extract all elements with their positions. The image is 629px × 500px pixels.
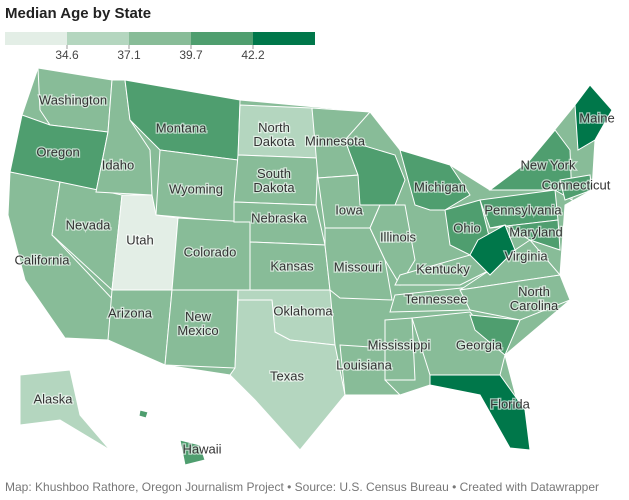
legend-swatch xyxy=(67,32,129,45)
state-label: Hawaii xyxy=(182,441,221,456)
states xyxy=(7,67,613,466)
state-label: Nevada xyxy=(66,217,112,232)
state-label: Maine xyxy=(579,110,614,125)
state-label: Kansas xyxy=(270,258,314,273)
legend-swatch xyxy=(191,32,253,45)
state-shape xyxy=(429,374,531,451)
labels: Washington Oregon California Nevada Idaho Mon… xyxy=(13,91,616,458)
state-label: Nebraska xyxy=(251,210,307,225)
legend-swatch xyxy=(5,32,67,45)
state-label: Montana xyxy=(156,120,207,135)
legend-label: 34.6 xyxy=(55,48,79,62)
state-label: Oklahoma xyxy=(273,303,333,318)
state-shape xyxy=(344,139,406,206)
state-label: Colorado xyxy=(184,244,237,259)
map-title: Median Age by State xyxy=(5,5,151,22)
state-label: North Dakota xyxy=(253,120,295,149)
state-label: Iowa xyxy=(335,202,363,217)
state-shape xyxy=(138,409,149,419)
state-label: Florida xyxy=(490,396,531,411)
state-label: Ohio xyxy=(453,220,480,235)
state-label: Idaho xyxy=(102,157,135,172)
state-label: Mississippi xyxy=(368,337,431,352)
legend-swatch xyxy=(129,32,191,45)
legend: 34.6 37.1 39.7 42.2 xyxy=(5,32,315,62)
state-label: Alaska xyxy=(33,391,73,406)
state-label: Virginia xyxy=(504,248,548,263)
state-shape xyxy=(179,439,206,466)
state-shape xyxy=(559,174,593,201)
state-label: South Dakota xyxy=(253,166,295,195)
state-label: New York xyxy=(521,157,576,172)
state-shape xyxy=(488,129,573,201)
state-shape xyxy=(394,254,491,286)
state-label: Missouri xyxy=(334,259,383,274)
state-label: Utah xyxy=(126,232,153,247)
state-label: Louisiana xyxy=(336,357,392,372)
state-label: Wyoming xyxy=(169,181,223,196)
legend-label: 39.7 xyxy=(179,48,203,62)
legend-swatch xyxy=(253,32,315,45)
legend-label: 37.1 xyxy=(117,48,141,62)
state-shape xyxy=(384,317,416,381)
state-label: California xyxy=(15,252,71,267)
state-shape xyxy=(19,369,111,451)
state-label: Michigan xyxy=(414,179,466,194)
state-label: Arizona xyxy=(108,305,153,320)
state-shape xyxy=(459,274,571,321)
state-label: Georgia xyxy=(456,337,503,352)
state-label: Minnesota xyxy=(305,133,366,148)
state-label: Kentucky xyxy=(416,261,470,276)
footer: Map: Khushboo Rathore, Oregon Journalism… xyxy=(5,480,599,494)
state-shape xyxy=(107,289,173,366)
state-label: Maryland xyxy=(509,224,562,239)
state-shape xyxy=(469,314,521,356)
state-shape xyxy=(469,224,516,276)
state-label: Texas xyxy=(270,368,304,383)
state-shape xyxy=(489,219,561,251)
state-label: Washington xyxy=(39,92,107,107)
state-label: Tennessee xyxy=(405,291,468,306)
state-label: New Mexico xyxy=(177,309,218,338)
state-label: Oregon xyxy=(36,144,79,159)
state-label: Pennsylvania xyxy=(484,202,562,217)
state-label: Connecticut xyxy=(542,177,611,192)
legend-label: 42.2 xyxy=(241,48,265,62)
state-label: North Carolina xyxy=(510,284,559,313)
state-label: Illinois xyxy=(380,229,417,244)
state-shape xyxy=(574,84,613,151)
